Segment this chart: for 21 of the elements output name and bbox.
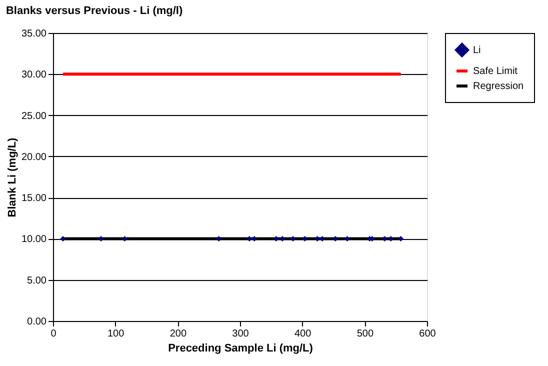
legend-label: Safe Limit — [473, 66, 518, 77]
x-tick-label: 300 — [232, 328, 250, 340]
x-tick-label: 500 — [356, 328, 374, 340]
x-tick-label: 0 — [50, 328, 57, 340]
x-tick-label: 100 — [107, 328, 125, 340]
y-axis-title: Blank Li (mg/L) — [6, 137, 18, 218]
y-tick-label: 5.00 — [27, 275, 47, 286]
x-tick-label: 200 — [170, 328, 187, 340]
y-tick-label: 20.00 — [21, 152, 47, 163]
legend-label: Li — [473, 45, 481, 56]
x-tick-label: 400 — [294, 328, 312, 340]
x-tick-label: 600 — [419, 328, 436, 340]
x-axis-title: Preceding Sample Li (mg/L) — [168, 342, 314, 354]
legend-label: Regression — [473, 81, 524, 92]
chart-title: Blanks versus Previous - Li (mg/l) — [6, 5, 183, 17]
y-tick-label: 35.00 — [21, 28, 47, 40]
y-tick-label: 0.00 — [27, 316, 47, 328]
y-tick-label: 15.00 — [21, 193, 47, 204]
y-tick-label: 10.00 — [21, 234, 47, 246]
y-tick-label: 25.00 — [21, 110, 47, 122]
y-tick-label: 30.00 — [21, 70, 47, 81]
